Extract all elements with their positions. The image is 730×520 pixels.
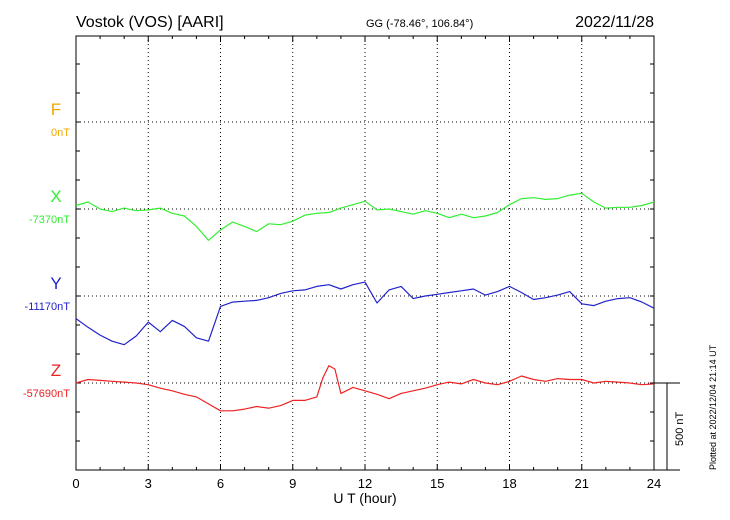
axis-ticks bbox=[75, 36, 655, 470]
component-label-z: Z bbox=[51, 361, 61, 380]
series-line-x bbox=[75, 192, 655, 241]
x-axis-label: U T (hour) bbox=[333, 490, 396, 506]
x-tick-label: 3 bbox=[145, 476, 152, 491]
component-labels: F 0nT X -7370nT Y -11170nT Z -57690nT bbox=[23, 100, 70, 400]
plot-frame bbox=[75, 35, 655, 471]
component-offset-f: 0nT bbox=[51, 127, 70, 139]
plotted-at-note: Plotted at 2022/12/04 21:14 UT bbox=[708, 344, 718, 470]
station-title: Vostok (VOS) [AARI] bbox=[76, 14, 224, 31]
series-line-z bbox=[75, 365, 655, 412]
plot-date: 2022/11/28 bbox=[575, 14, 654, 31]
component-label-f: F bbox=[51, 100, 61, 119]
grid-lines bbox=[76, 36, 654, 470]
series-line-y bbox=[75, 281, 655, 346]
x-tick-label: 15 bbox=[430, 476, 444, 491]
x-tick-label: 6 bbox=[217, 476, 224, 491]
component-label-y: Y bbox=[50, 274, 61, 293]
x-tick-label: 21 bbox=[575, 476, 589, 491]
data-series bbox=[75, 192, 655, 412]
scale-bar: 500 nT bbox=[654, 382, 686, 471]
x-tick-label: 12 bbox=[358, 476, 372, 491]
component-offset-x: -7370nT bbox=[29, 214, 70, 226]
x-tick-label: 0 bbox=[72, 476, 79, 491]
component-label-x: X bbox=[50, 187, 61, 206]
x-tick-label: 18 bbox=[502, 476, 516, 491]
x-tick-labels: 0 3 6 9 12 15 18 21 24 bbox=[72, 476, 661, 491]
x-tick-label: 24 bbox=[647, 476, 661, 491]
component-offset-z: -57690nT bbox=[23, 388, 70, 400]
x-tick-label: 9 bbox=[289, 476, 296, 491]
component-offset-y: -11170nT bbox=[25, 301, 71, 313]
station-coords: GG (-78.46°, 106.84°) bbox=[366, 18, 473, 30]
scale-bar-label: 500 nT bbox=[674, 411, 686, 446]
